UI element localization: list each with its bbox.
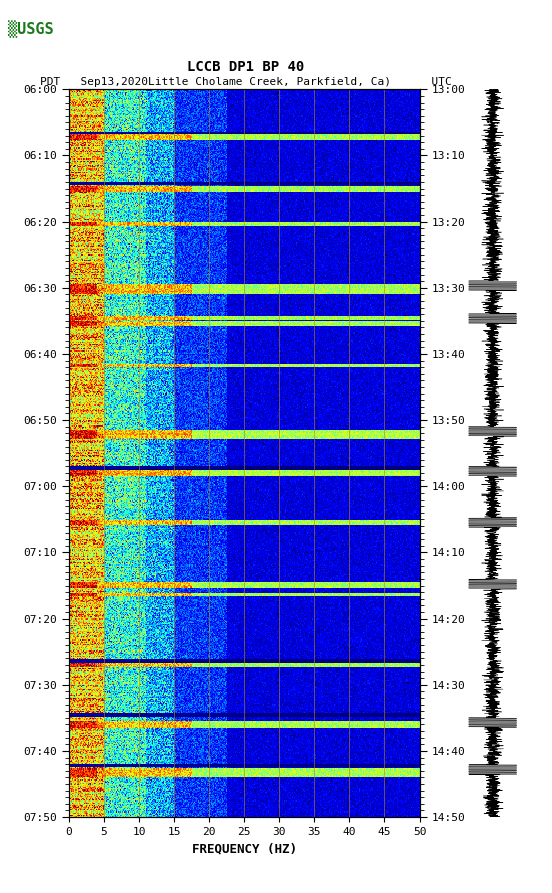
Text: LCCB DP1 BP 40: LCCB DP1 BP 40 [187, 60, 304, 74]
X-axis label: FREQUENCY (HZ): FREQUENCY (HZ) [192, 842, 297, 855]
Text: ▒USGS: ▒USGS [8, 21, 54, 38]
Text: PDT   Sep13,2020Little Cholame Creek, Parkfield, Ca)      UTC: PDT Sep13,2020Little Cholame Creek, Park… [40, 77, 452, 87]
